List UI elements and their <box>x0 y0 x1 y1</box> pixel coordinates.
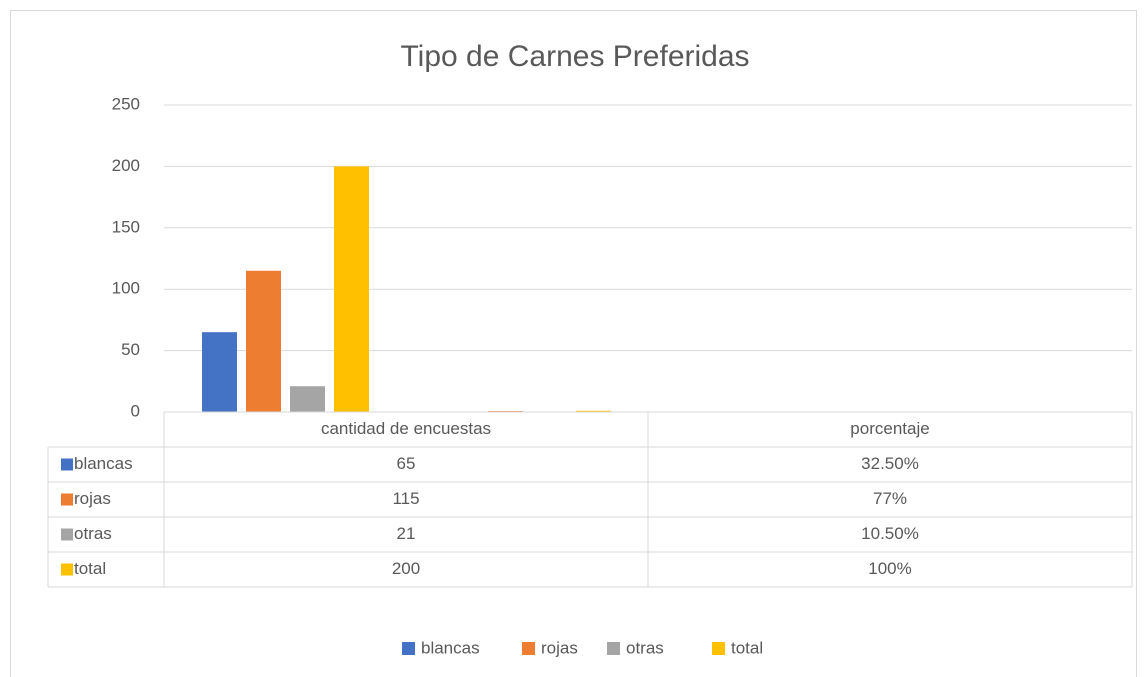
table-legend-key <box>61 493 73 506</box>
table-cell: 21 <box>397 524 416 543</box>
bar <box>576 410 611 412</box>
y-tick-label: 250 <box>112 94 140 113</box>
table-row-label: rojas <box>74 489 111 508</box>
legend-label: otras <box>626 638 664 657</box>
bar <box>246 270 281 412</box>
legend-key <box>402 642 415 655</box>
table-header: cantidad de encuestas <box>321 419 491 438</box>
y-tick-label: 150 <box>112 217 140 236</box>
table-legend-key <box>61 458 73 471</box>
bar <box>290 386 325 412</box>
table-cell: 65 <box>397 454 416 473</box>
y-tick-label: 100 <box>112 279 140 298</box>
table-legend-key <box>61 563 73 576</box>
table-row-label: blancas <box>74 454 133 473</box>
bar <box>202 332 237 412</box>
legend-key <box>712 642 725 655</box>
table-legend-key <box>61 528 73 541</box>
legend-label: blancas <box>421 638 480 657</box>
table-cell: 200 <box>392 559 420 578</box>
bar <box>334 166 369 412</box>
table-cell: 115 <box>392 489 419 508</box>
table-cell: 32.50% <box>861 454 919 473</box>
table-cell: 100% <box>868 559 911 578</box>
legend-key <box>522 642 535 655</box>
y-tick-label: 0 <box>131 401 140 420</box>
table-cell: 10.50% <box>861 524 919 543</box>
table-row-label: total <box>74 559 106 578</box>
table-cell: 77% <box>873 489 907 508</box>
table-row-label: otras <box>74 524 112 543</box>
y-tick-label: 200 <box>112 156 140 175</box>
legend-label: total <box>731 638 763 657</box>
legend-key <box>607 642 620 655</box>
y-tick-label: 50 <box>121 340 140 359</box>
chart-title: Tipo de Carnes Preferidas <box>400 40 749 73</box>
table-header: porcentaje <box>850 419 929 438</box>
legend-label: rojas <box>541 638 578 657</box>
chart-border <box>10 10 1137 677</box>
